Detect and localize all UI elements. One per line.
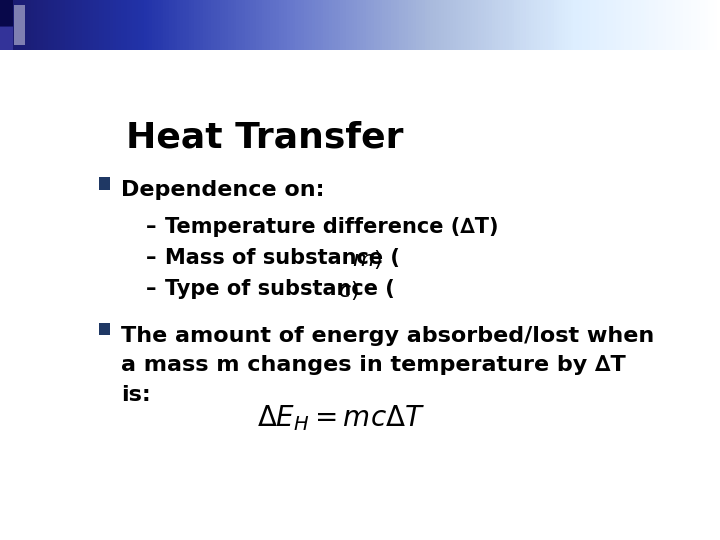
Text: $m$): $m$) — [352, 248, 382, 271]
Text: –: – — [145, 248, 156, 268]
Bar — [99, 322, 109, 335]
Text: –: – — [145, 279, 156, 299]
Text: is:: is: — [121, 386, 150, 406]
Bar — [0, 0, 13, 26]
Text: Heat Transfer: Heat Transfer — [126, 121, 404, 155]
Text: a mass m changes in temperature by ∆T: a mass m changes in temperature by ∆T — [121, 355, 626, 375]
Bar — [14, 5, 25, 45]
Text: Dependence on:: Dependence on: — [121, 180, 324, 200]
Text: Mass of substance (: Mass of substance ( — [166, 248, 405, 268]
Text: Type of substance (: Type of substance ( — [166, 279, 399, 299]
Bar — [0, 27, 13, 50]
Text: Temperature difference (∆T): Temperature difference (∆T) — [166, 217, 499, 237]
Text: $\Delta E_{H} = mc\Delta T$: $\Delta E_{H} = mc\Delta T$ — [258, 403, 426, 433]
Text: The amount of energy absorbed/lost when: The amount of energy absorbed/lost when — [121, 326, 654, 346]
Text: –: – — [145, 217, 156, 237]
Text: $c$): $c$) — [338, 279, 359, 302]
Bar — [99, 177, 109, 190]
